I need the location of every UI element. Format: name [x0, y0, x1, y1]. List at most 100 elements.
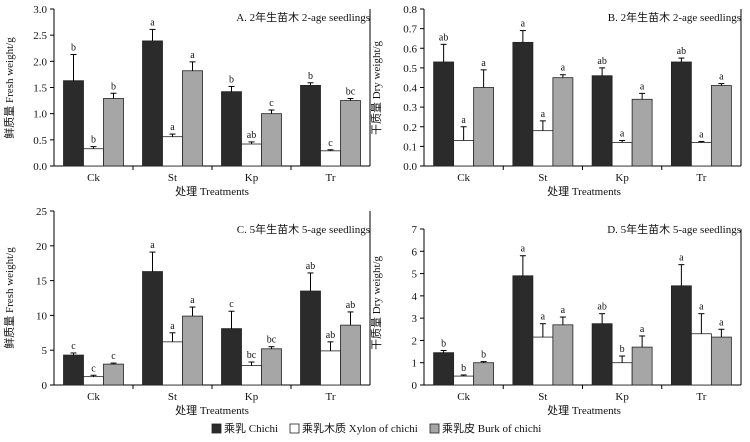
panel-d-bar-xylon-kp	[611, 362, 633, 386]
panel-a: A. 2年生苗木 2-age seedlings 鲜质量 Fresh weigh…	[2, 4, 371, 198]
panel-b-bar-xylon-st	[532, 130, 554, 167]
panel-b-ytick-label: 0.3	[403, 102, 417, 114]
panel-b-ytick-label: 0.0	[403, 161, 417, 173]
panel-d-bar-chichi-ck	[433, 352, 455, 386]
panel-d-ytick-label: 7	[412, 224, 418, 236]
panel-c-significance-label: bc	[267, 335, 277, 346]
panel-a-bar-chichi-st	[142, 40, 163, 167]
panel-c-ylabel: 鲜质量 Fresh weight/g	[2, 247, 16, 349]
panel-b-significance-label: ab	[439, 32, 448, 43]
panel-b-significance-label: ab	[597, 56, 606, 67]
panel-a-xtick-label: Tr	[326, 172, 336, 184]
panel-c-xtick-label: St	[168, 391, 177, 403]
panel-b-bar-xylon-kp	[611, 142, 633, 167]
panel-d-significance-label: a	[561, 305, 566, 316]
panel-b-xtick-label: Kp	[615, 172, 629, 184]
legend-item-burk: 乘乳皮 Burk of chichi	[429, 422, 541, 435]
panel-c-bar-chichi-tr	[300, 290, 321, 386]
legend-label-burk: 乘乳皮 Burk of chichi	[442, 422, 541, 435]
panel-c-significance-label: c	[111, 351, 116, 362]
panel-b-bar-xylon-ck	[453, 140, 475, 167]
panel-d-ytick-label: 5	[412, 269, 418, 281]
panel-c-xtick-label: Tr	[326, 391, 336, 403]
panel-c-ytick-label: 25	[36, 206, 48, 218]
panel-b: B. 2年生苗木 2-age seedlings 干质量 Dry weight/…	[370, 4, 742, 198]
panel-d-bar-chichi-tr	[670, 285, 692, 386]
panel-b-ytick-label: 0.8	[403, 4, 417, 16]
legend-swatch-chichi	[211, 423, 222, 434]
panel-a-xtick-label: St	[168, 172, 177, 184]
legend-item-xylon: 乘乳木质 Xylon of chichi	[289, 422, 418, 435]
panel-a-ytick-label: 0.0	[33, 161, 47, 173]
panel-c-bar-chichi-st	[142, 271, 163, 386]
panel-c-bar-burk-ck	[103, 363, 124, 386]
panel-b-significance-label: a	[561, 63, 566, 74]
panel-a-significance-label: b	[229, 74, 234, 85]
panel-b-ylabel: 干质量 Dry weight/g	[370, 40, 383, 135]
panel-d-significance-label: b	[620, 344, 625, 355]
panel-a-ylabel: 鲜质量 Fresh weight/g	[2, 37, 16, 139]
panel-d-significance-label: a	[679, 253, 684, 264]
panel-d-significance-label: a	[719, 317, 724, 328]
legend: 乘乳 Chichi 乘乳木质 Xylon of chichi 乘乳皮 Burk …	[211, 422, 541, 435]
panel-a-ytick-label: 2.0	[33, 56, 47, 68]
panel-c-bar-chichi-ck	[63, 354, 84, 386]
panel-b-significance-label: a	[699, 129, 704, 140]
panel-d-significance-label: a	[699, 302, 704, 313]
panel-d-significance-label: a	[640, 324, 645, 335]
panel-b-ytick-label: 0.6	[403, 43, 417, 55]
panel-d-bar-chichi-st	[512, 275, 534, 386]
panel-a-significance-label: b	[71, 43, 76, 54]
panel-b-bar-burk-ck	[473, 87, 495, 167]
panel-a-significance-label: b	[111, 81, 116, 92]
panel-c-bar-burk-st	[182, 315, 203, 386]
panel-a-bar-chichi-tr	[300, 85, 321, 167]
panel-c-significance-label: c	[71, 341, 76, 352]
panel-d-bar-xylon-tr	[690, 333, 712, 386]
panel-a-ytick-label: 3.0	[33, 4, 47, 16]
panel-c-significance-label: c	[91, 363, 96, 374]
panel-b-bar-burk-tr	[710, 85, 732, 167]
panel-a-bar-xylon-ck	[83, 148, 104, 167]
panel-d-significance-label: b	[461, 363, 466, 374]
panel-c-bar-chichi-kp	[221, 328, 242, 386]
panel-a-significance-label: a	[150, 17, 155, 28]
panel-c: C. 5年生苗木 5-age seedlings 鲜质量 Fresh weigh…	[2, 206, 371, 417]
panel-c-bar-xylon-ck	[83, 376, 104, 386]
panel-a-ytick-label: 2.5	[33, 30, 47, 42]
panel-c-ytick-label: 10	[36, 310, 48, 322]
panel-a-xtick-label: Ck	[87, 172, 100, 184]
panel-c-bar-xylon-tr	[320, 350, 341, 386]
panel-b-significance-label: a	[541, 109, 546, 120]
panel-b-significance-label: a	[521, 19, 526, 30]
panel-d-ytick-label: 1	[412, 358, 418, 370]
legend-swatch-xylon	[289, 423, 300, 434]
panel-c-xtick-label: Ck	[87, 391, 100, 403]
panel-a-significance-label: ab	[247, 130, 256, 141]
panel-c-significance-label: a	[150, 240, 155, 251]
panel-c-bar-xylon-kp	[241, 365, 262, 386]
panel-a-bar-chichi-ck	[63, 80, 84, 167]
panel-a-significance-label: b	[308, 71, 313, 82]
panel-b-ytick-label: 0.4	[403, 83, 417, 95]
panel-c-bar-xylon-st	[162, 341, 183, 386]
panel-b-significance-label: a	[620, 128, 625, 139]
panel-a-ytick-label: 1.0	[33, 109, 47, 121]
panel-c-significance-label: c	[229, 299, 234, 310]
panel-b-ytick-label: 0.7	[403, 24, 417, 36]
panel-d-ylabel: 干质量 Dry weight/g	[370, 255, 383, 350]
panel-b-xtick-label: St	[538, 172, 547, 184]
panel-a-bar-xylon-st	[162, 136, 183, 167]
legend-swatch-burk	[429, 423, 440, 434]
panel-b-significance-label: ab	[677, 46, 686, 57]
panel-a-significance-label: bc	[346, 86, 356, 97]
panel-b-bar-xylon-tr	[690, 142, 712, 167]
panel-b-title: B. 2年生苗木 2-age seedlings	[608, 10, 741, 24]
panel-b-bar-chichi-st	[512, 41, 534, 167]
panel-b-significance-label: a	[461, 115, 466, 126]
panel-b-ytick-label: 0.2	[403, 122, 417, 134]
panel-a-ytick-label: 1.5	[33, 83, 47, 95]
panel-b-xlabel: 处理 Treatments	[547, 185, 621, 198]
panel-a-bar-burk-kp	[261, 113, 282, 167]
panel-b-xtick-label: Ck	[457, 172, 470, 184]
